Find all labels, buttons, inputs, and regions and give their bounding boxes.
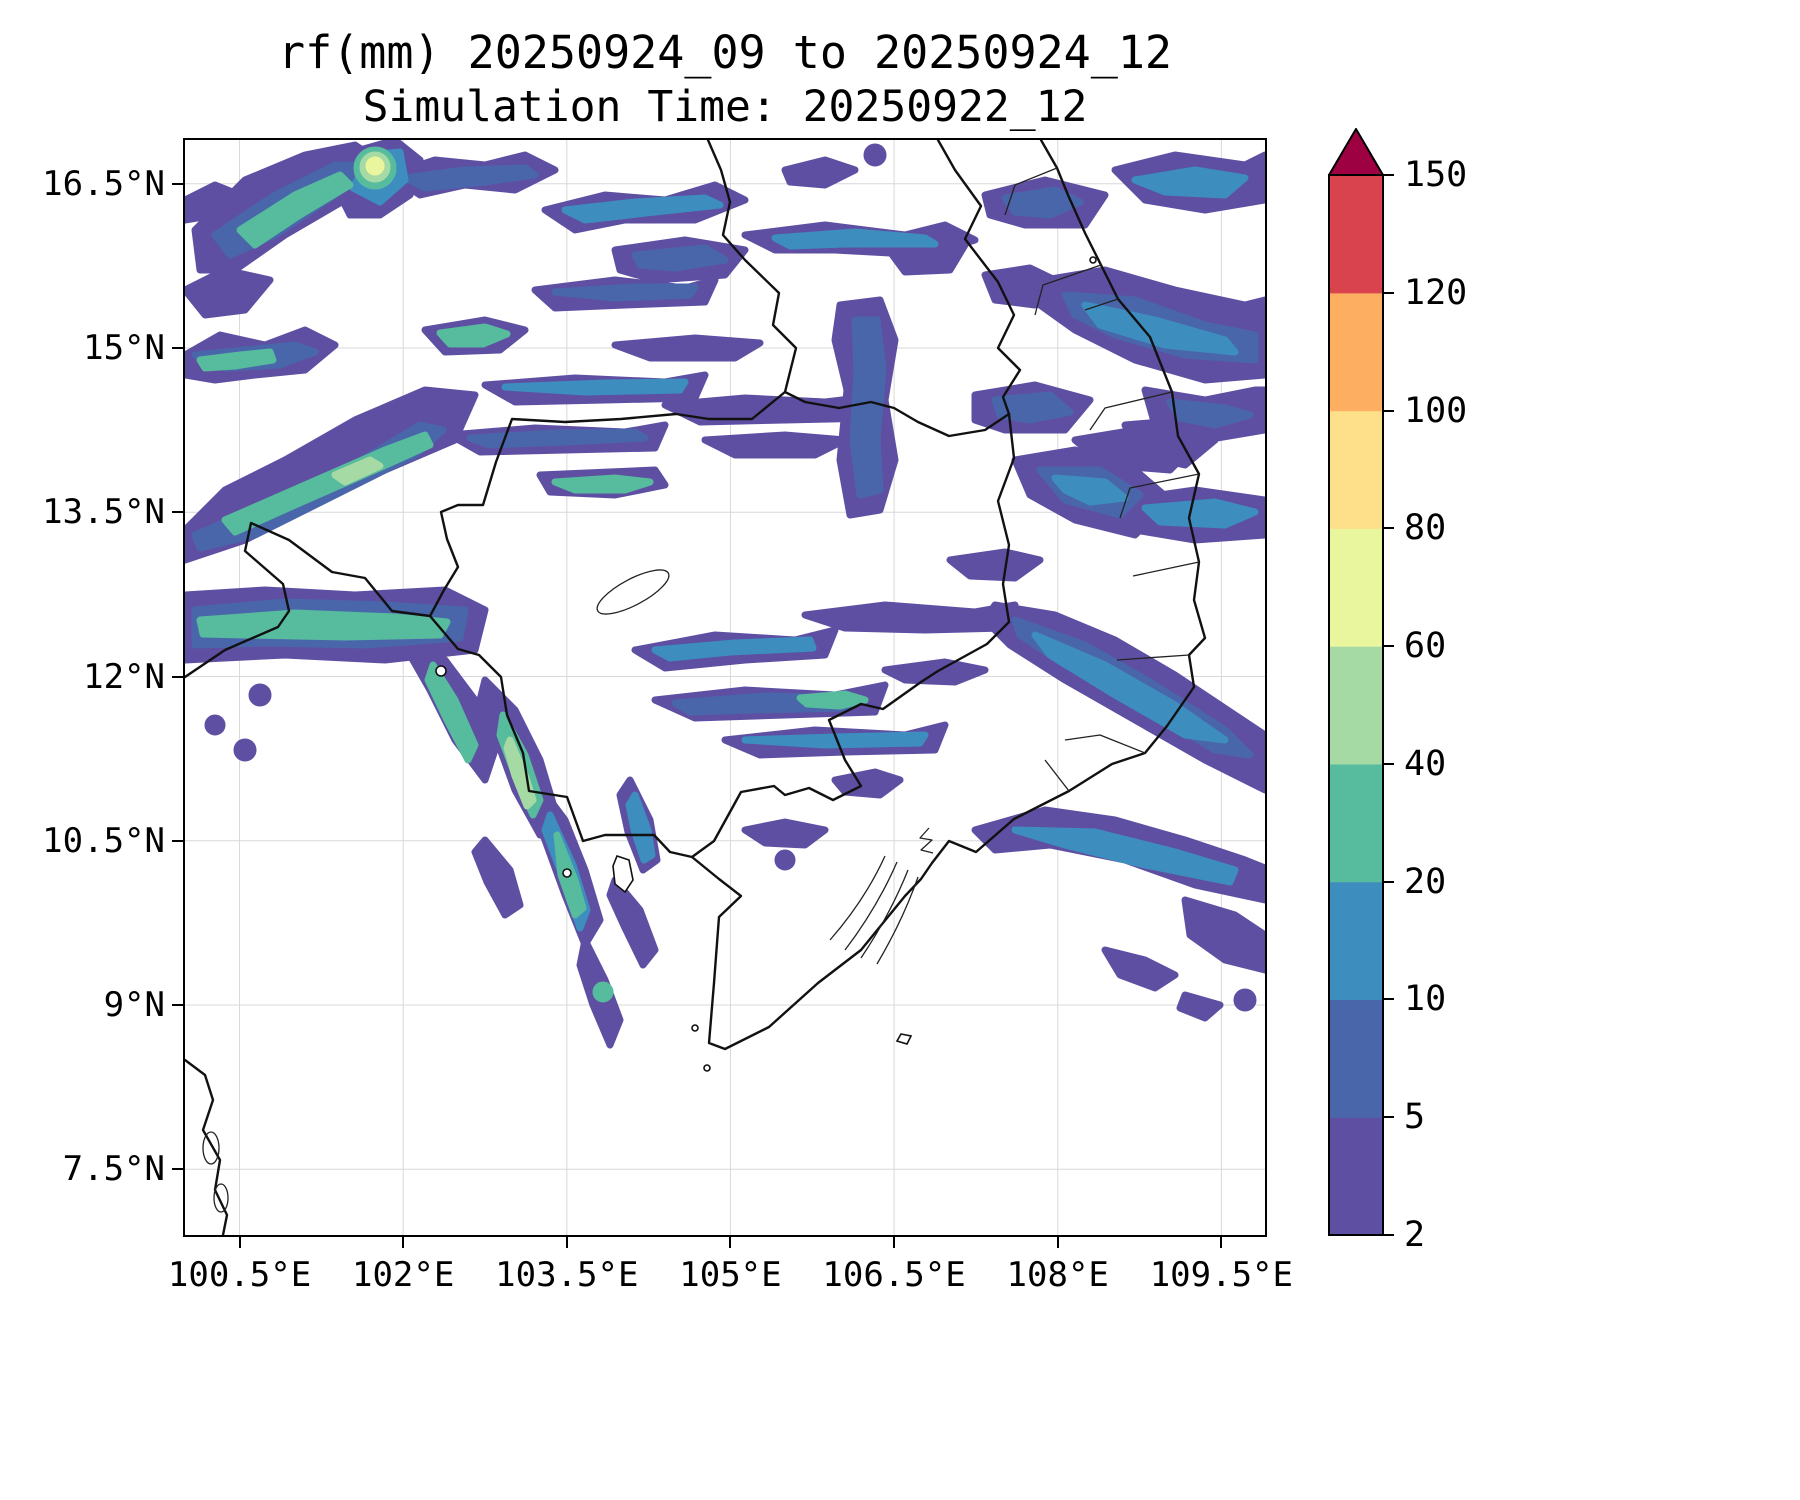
x-tick-mark [565, 1237, 568, 1248]
y-tick-label: 9°N [103, 985, 165, 1026]
province-border [1132, 561, 1200, 577]
map-plot-area [183, 138, 1267, 1237]
island [562, 868, 572, 878]
y-tick-label: 13.5°N [42, 492, 165, 533]
delta-channel [860, 869, 909, 959]
colorbar-tick-mark [1384, 880, 1394, 883]
x-tick-label: 106.5°E [822, 1255, 966, 1295]
x-tick-mark [729, 1237, 732, 1248]
colorbar-tick-mark [1384, 998, 1394, 1001]
colorbar-bar [1328, 128, 1384, 1236]
y-tick-label: 10.5°N [42, 820, 165, 861]
y-tick-mark [172, 511, 183, 514]
colorbar-tick-mark [1384, 409, 1394, 412]
y-tick-label: 7.5°N [62, 1149, 165, 1190]
x-tick-mark [402, 1237, 405, 1248]
estuary [919, 827, 934, 854]
island [691, 1024, 699, 1032]
colorbar-tick-label: 120 [1404, 272, 1468, 313]
province-border [1044, 759, 1070, 792]
province-border [1084, 298, 1119, 311]
island [703, 1064, 711, 1072]
x-tick-mark [238, 1237, 241, 1248]
border-cambodia-vietnam [690, 412, 1016, 859]
y-tick-mark [172, 1168, 183, 1171]
colorbar-tick-label: 40 [1404, 743, 1447, 784]
y-tick-mark [172, 675, 183, 678]
island-con-son [895, 1033, 913, 1045]
delta-channel [829, 855, 886, 941]
province-border [1034, 264, 1102, 316]
country-borders [185, 140, 1207, 1235]
colorbar-extend-triangle [1328, 128, 1384, 176]
colorbar-tick-label: 80 [1404, 508, 1447, 549]
colorbar-tick-label: 2 [1404, 1215, 1426, 1255]
border-thailand-cambodia [428, 390, 787, 618]
colorbar-tick-label: 150 [1404, 155, 1468, 195]
delta-channel [844, 861, 898, 951]
x-tick-label: 109.5°E [1149, 1255, 1294, 1295]
plot-subtitle: Simulation Time: 20250922_12 [362, 82, 1088, 132]
rainfall-map [185, 140, 1265, 1235]
island [435, 665, 447, 677]
x-tick-mark [893, 1237, 896, 1248]
colorbar-tick-label: 100 [1404, 390, 1468, 431]
colorbar-tick-mark [1384, 1116, 1394, 1119]
gridlines [185, 140, 1265, 1235]
x-tick-label: 105°E [679, 1255, 782, 1295]
colorbar-tick-mark [1384, 645, 1394, 648]
province-border [1089, 391, 1173, 431]
colorbar: 2 5 10 20 40 60 80 100 120 150 [1328, 128, 1528, 1255]
y-tick-label: 15°N [83, 328, 165, 369]
x-tick-mark [1056, 1237, 1059, 1248]
province-border [1119, 473, 1200, 519]
y-tick-mark [172, 1004, 183, 1007]
island-phu-quoc [612, 855, 634, 894]
colorbar-tick-mark [1384, 174, 1394, 176]
colorbar-tick-label: 5 [1404, 1097, 1426, 1138]
province-border [1064, 734, 1146, 754]
province-border [1116, 654, 1190, 661]
x-tick-label: 108°E [1006, 1255, 1109, 1295]
colorbar-tick-label: 60 [1404, 626, 1447, 667]
island [1089, 256, 1097, 264]
border-laos-vietnam [936, 140, 1022, 416]
colorbar-tick-mark [1384, 762, 1394, 765]
delta-channel [876, 876, 919, 965]
x-tick-mark [1220, 1237, 1223, 1248]
x-tick-label: 102°E [351, 1255, 455, 1295]
y-tick-label: 16.5°N [42, 163, 165, 204]
coastline-peninsula [185, 1058, 229, 1235]
lake-tonle-sap [596, 569, 670, 615]
x-tick-label: 100.5°E [167, 1255, 312, 1295]
plot-title: rf(mm) 20250924_09 to 20250924_12 [277, 26, 1173, 79]
lagoon [202, 1131, 220, 1165]
x-tick-label: 103.5°E [495, 1255, 639, 1295]
colorbar-tick-mark [1384, 1234, 1394, 1236]
coastline [185, 140, 1207, 1051]
y-tick-label: 12°N [83, 656, 165, 697]
colorbar-tick-label: 20 [1404, 861, 1447, 902]
province-border [1004, 167, 1058, 216]
y-tick-mark [172, 347, 183, 350]
colorbar-tick-mark [1384, 291, 1394, 294]
colorbar-tick-mark [1384, 527, 1394, 530]
lagoon [213, 1183, 229, 1213]
y-tick-mark [172, 182, 183, 185]
rainfall-contours [185, 140, 1265, 1049]
y-tick-mark [172, 839, 183, 842]
colorbar-tick-label: 10 [1404, 979, 1447, 1020]
